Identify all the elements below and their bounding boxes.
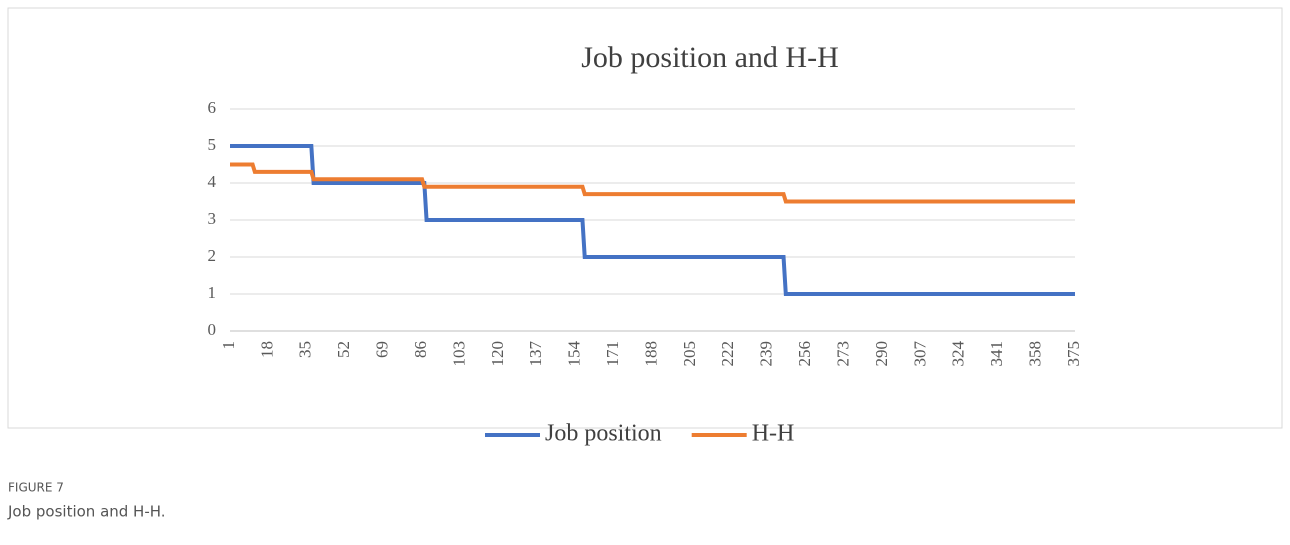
chart-border: [7, 7, 1283, 429]
data-line: [230, 144, 1075, 296]
x-tick-label: 375: [1064, 341, 1083, 367]
y-tick-label: 2: [208, 246, 217, 265]
x-tick-label: 1: [219, 341, 238, 350]
chart-title: Job position and H-H: [581, 41, 839, 74]
data-line: [230, 162, 1075, 204]
x-tick-label: 222: [718, 341, 737, 367]
x-tick-label: 52: [334, 341, 353, 358]
x-tick-label: 35: [296, 341, 315, 358]
x-tick-label: 18: [257, 341, 276, 358]
x-tick-label: 273: [833, 341, 852, 367]
x-tick-label: 154: [565, 341, 584, 367]
x-tick-label: 137: [526, 341, 545, 367]
legend-label: H-H: [752, 421, 795, 447]
figure-label: FIGURE 7: [8, 481, 64, 495]
y-tick-label: 6: [208, 98, 217, 117]
figure-caption: Job position and H-H.: [7, 503, 166, 521]
x-tick-label: 256: [795, 341, 814, 367]
x-tick-label: 358: [1025, 341, 1044, 367]
y-tick-label: 0: [208, 320, 217, 339]
x-tick-label: 171: [603, 341, 622, 367]
x-tick-label: 120: [488, 341, 507, 367]
x-tick-label: 69: [373, 341, 392, 358]
x-tick-label: 86: [411, 341, 430, 358]
x-tick-label: 290: [872, 341, 891, 367]
x-tick-label: 188: [641, 341, 660, 367]
x-tick-label: 103: [449, 341, 468, 367]
y-tick-label: 3: [208, 209, 217, 228]
x-tick-label: 239: [757, 341, 776, 367]
x-tick-label: 341: [987, 341, 1006, 367]
legend-label: Job position: [545, 421, 662, 447]
x-tick-label: 205: [680, 341, 699, 367]
x-tick-label: 324: [949, 341, 968, 367]
y-tick-label: 4: [208, 172, 217, 191]
y-tick-label: 1: [208, 283, 217, 302]
y-tick-label: 5: [208, 135, 217, 154]
x-tick-label: 307: [910, 341, 929, 367]
